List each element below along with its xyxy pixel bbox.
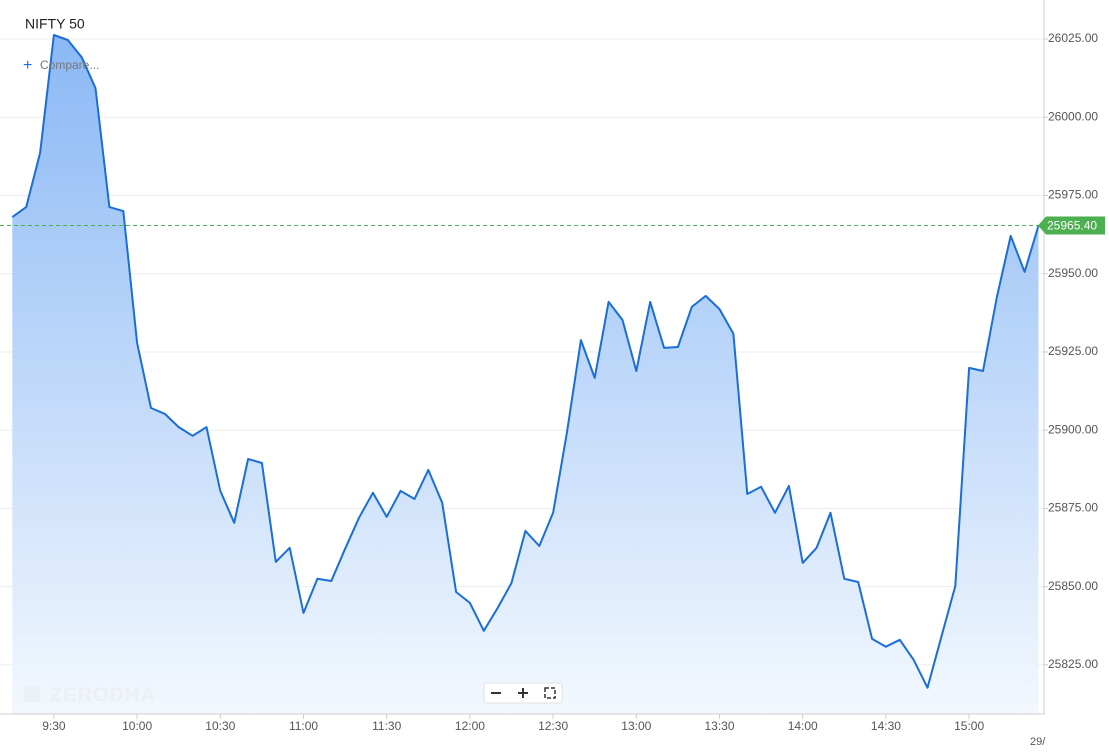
last-price-tag <box>1038 216 1105 235</box>
y-tick-label: 25925.00 <box>1048 344 1098 358</box>
y-tick-label: 25975.00 <box>1048 188 1098 202</box>
x-tick-label: 10:00 <box>122 719 152 733</box>
x-tick-label: 15:00 <box>954 719 984 733</box>
x-tick-label: 14:30 <box>871 719 901 733</box>
fullscreen[interactable] <box>544 687 556 699</box>
x-tick-label: 12:30 <box>538 719 568 733</box>
x-tick-label: 11:30 <box>372 719 401 733</box>
x-tick-label: 13:00 <box>621 719 651 733</box>
last-price-label: 25965.40 <box>1047 219 1097 233</box>
y-tick-label: 25875.00 <box>1048 501 1098 515</box>
date-label: 29/ <box>1030 736 1046 748</box>
compare-icon[interactable]: + <box>23 57 32 74</box>
x-tick-label: 11:00 <box>289 719 318 733</box>
y-tick-label: 26025.00 <box>1048 31 1098 45</box>
x-tick-label: 14:00 <box>788 719 818 733</box>
compare-button[interactable]: Compare... <box>40 58 99 72</box>
y-tick-label: 25900.00 <box>1048 422 1098 436</box>
y-tick-label: 26000.00 <box>1048 109 1098 123</box>
x-tick-label: 13:30 <box>705 719 735 733</box>
area-fill <box>12 35 1039 714</box>
watermark: ZERODHA <box>50 684 156 706</box>
price-line <box>11 34 1040 689</box>
y-tick-label: 25825.00 <box>1048 657 1098 671</box>
y-tick-label: 25950.00 <box>1048 266 1098 280</box>
zoom-controls <box>483 682 563 704</box>
x-tick-label: 10:30 <box>205 719 235 733</box>
x-tick-label: 12:00 <box>455 719 485 733</box>
x-tick-label: 9:30 <box>42 719 66 733</box>
watermark-logo <box>24 686 40 702</box>
chart-title: NIFTY 50 <box>25 16 85 32</box>
y-tick-label: 25850.00 <box>1048 579 1098 593</box>
